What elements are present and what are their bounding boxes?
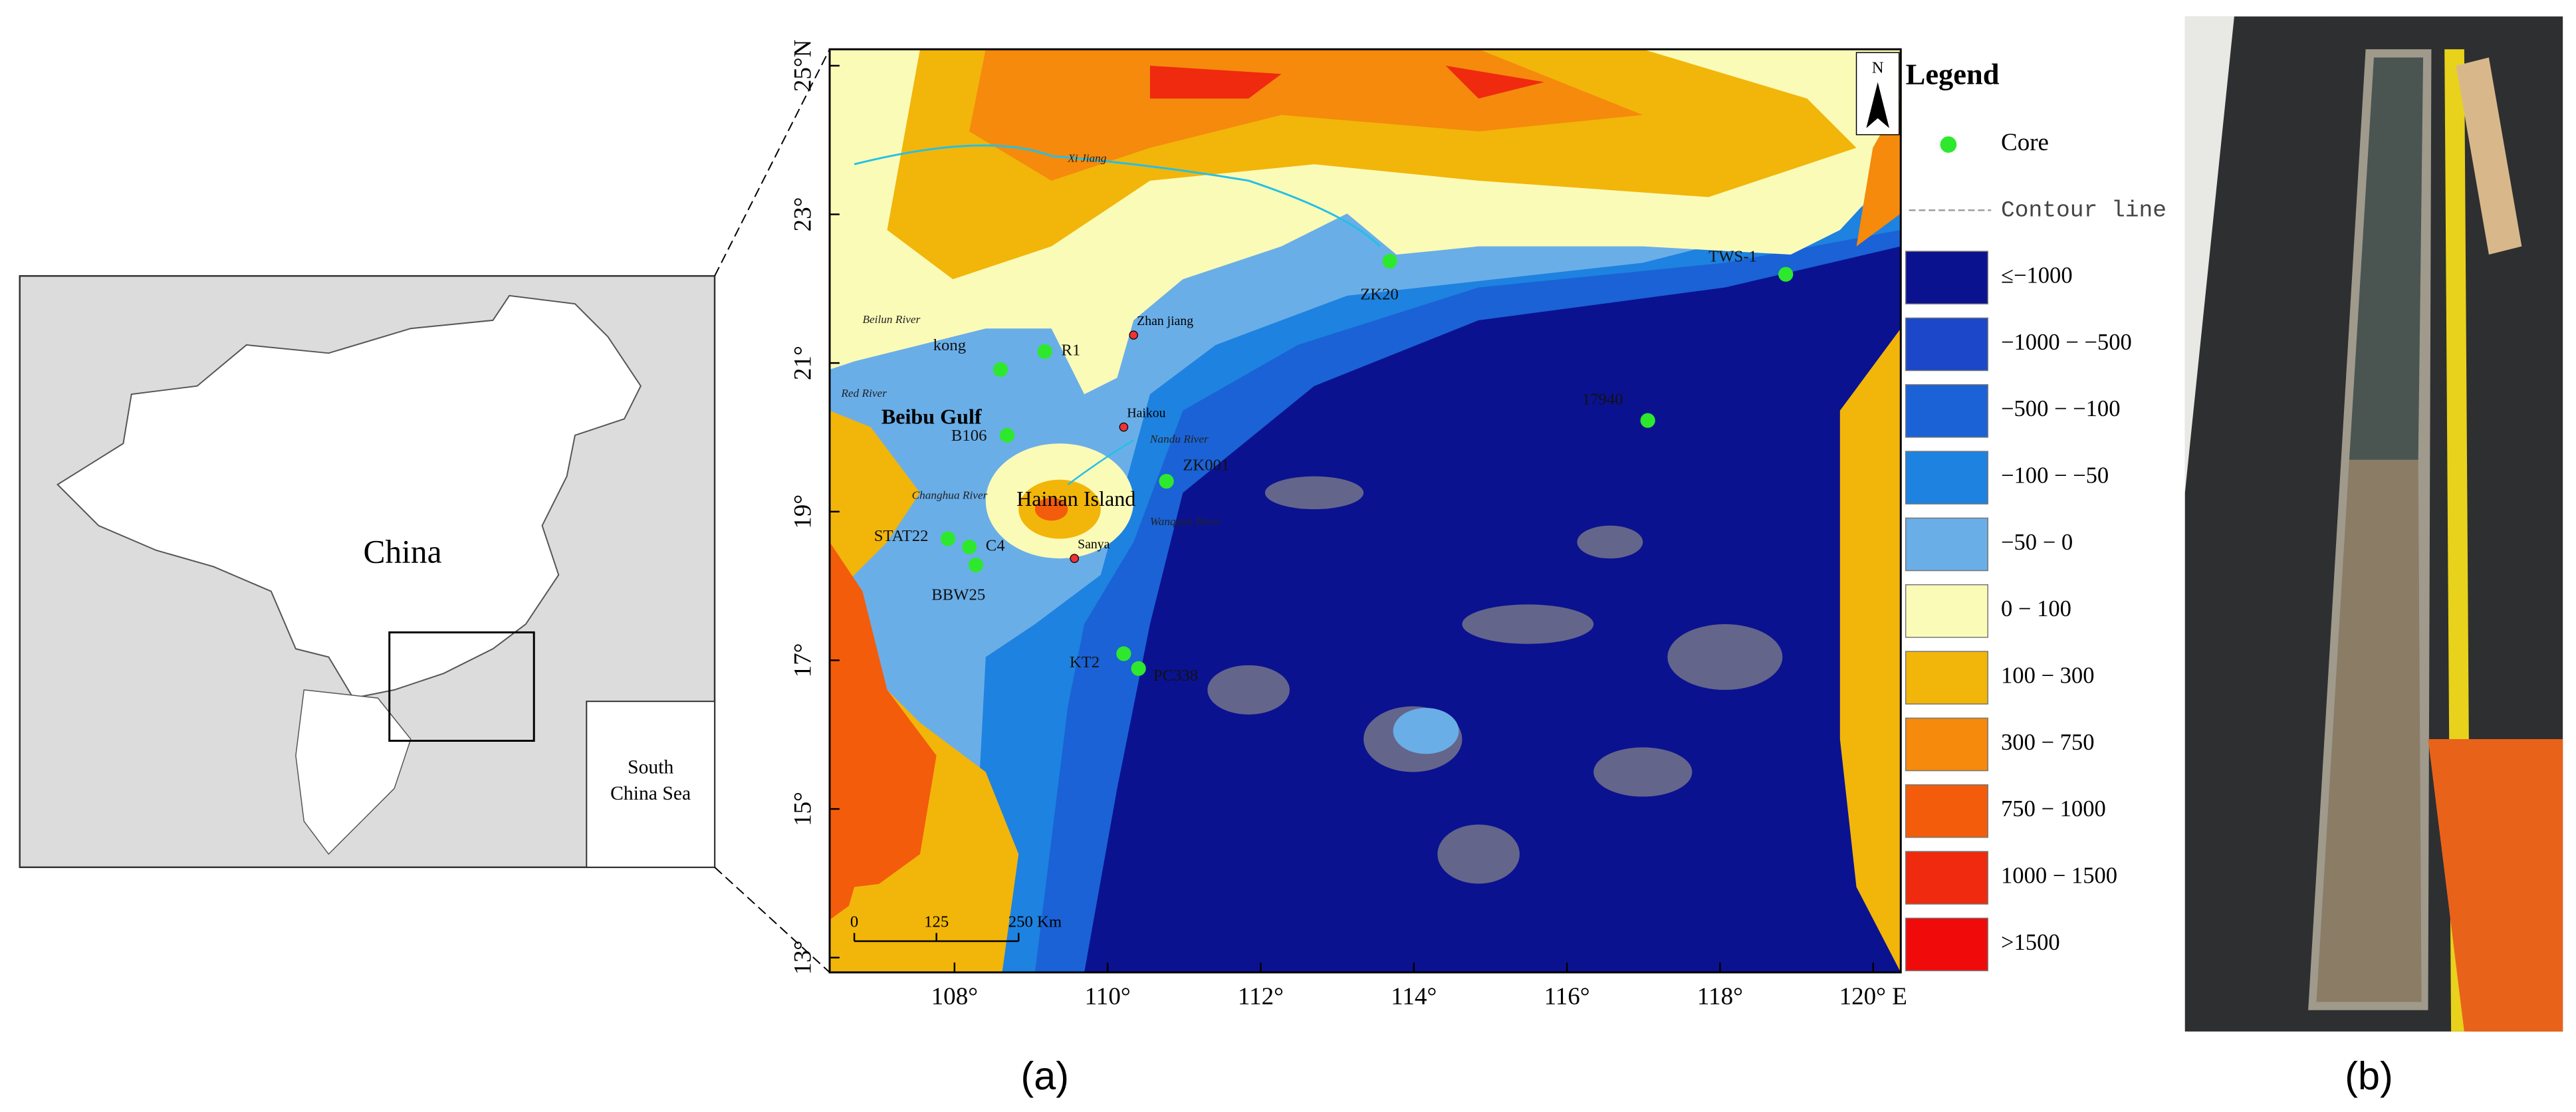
- legend: Legend Core Contour line ≤−1000 −1000 − −…: [1905, 57, 2166, 972]
- core-site: [1037, 344, 1052, 359]
- legend-swatch: [1905, 251, 1988, 304]
- legend-label: −1000 − −500: [2001, 330, 2132, 355]
- legend-swatch: [1905, 584, 1988, 638]
- core-label: R1: [1061, 342, 1080, 360]
- sea-label: South: [628, 756, 673, 778]
- panel-label: (a): [1021, 1054, 1069, 1098]
- scale-label: 0: [850, 913, 858, 931]
- legend-swatch: [1905, 917, 1988, 972]
- river-label: Wanquan River: [1150, 515, 1221, 528]
- legend-label: −50 − 0: [2001, 530, 2073, 555]
- river-label: Beilun River: [862, 313, 920, 326]
- river-label: Red River: [840, 387, 887, 399]
- city-label: Sanya: [1078, 537, 1110, 552]
- legend-label: 750 − 1000: [2001, 796, 2106, 822]
- legend-label: Contour line: [2001, 197, 2166, 223]
- place-label: Hainan Island: [1016, 487, 1135, 510]
- x-tick-label: 120° E: [1839, 983, 1907, 1010]
- legend-label: 100 − 300: [2001, 663, 2095, 689]
- core-site: [968, 557, 984, 573]
- legend-label: 1000 − 1500: [2001, 863, 2117, 889]
- core-site: [1640, 413, 1655, 428]
- legend-swatch: [1905, 784, 1988, 838]
- core-site: [993, 362, 1008, 378]
- x-tick-label: 112°: [1238, 983, 1284, 1010]
- country-label: China: [364, 534, 442, 570]
- core-site: [1382, 253, 1397, 269]
- legend-label: 300 − 750: [2001, 730, 2095, 755]
- legend-swatch: [1905, 517, 1988, 572]
- city-label: Haikou: [1127, 405, 1165, 420]
- river-label: Nandu River: [1149, 433, 1209, 445]
- core-site: [1131, 661, 1146, 676]
- core-label: ZK20: [1360, 285, 1399, 303]
- x-tick-label: 118°: [1697, 983, 1743, 1010]
- legend-swatch: [1905, 317, 1988, 372]
- legend-swatch: [1905, 651, 1988, 705]
- legend-label: >1500: [2001, 930, 2060, 955]
- legend-label: −100 − −50: [2001, 463, 2109, 489]
- legend-label: Core: [2001, 129, 2049, 156]
- core-site: [940, 531, 956, 546]
- scale-bar: 0 125 250 Km: [850, 913, 1062, 943]
- core-site: [1159, 473, 1174, 489]
- core-site: [961, 539, 977, 555]
- core-label: ZK001: [1183, 456, 1229, 474]
- sea-label: China Sea: [610, 783, 691, 804]
- y-tick-label: 13°: [789, 941, 816, 975]
- core-label: STAT22: [874, 527, 929, 545]
- y-tick-label: 25°N: [789, 40, 816, 92]
- core-label: C4: [986, 537, 1005, 555]
- legend-swatch: [1905, 717, 1988, 772]
- core-label: PC338: [1153, 667, 1198, 685]
- core-site: [1778, 267, 1794, 282]
- core-site: [999, 427, 1015, 443]
- scale-label: 125: [924, 913, 949, 931]
- core-label: B106: [951, 427, 987, 445]
- city-marker: [1119, 422, 1129, 432]
- y-tick-label: 15°: [789, 792, 816, 826]
- place-label: Beibu Gulf: [881, 405, 982, 429]
- legend-label: −500 − −100: [2001, 396, 2121, 421]
- legend-label: 0 − 100: [2001, 596, 2071, 621]
- legend-title: Legend: [1906, 57, 2000, 90]
- x-tick-label: 110°: [1085, 983, 1131, 1010]
- legend-swatch: [1905, 451, 1988, 504]
- river-label: Changhua River: [912, 489, 988, 501]
- y-tick-label: 17°: [789, 643, 816, 677]
- north-arrow: N: [1855, 52, 1900, 136]
- y-tick-label: 21°: [789, 346, 816, 380]
- core-label: kong: [933, 336, 966, 354]
- y-tick-label: 23°: [789, 197, 816, 232]
- core-label: 17940: [1582, 391, 1623, 409]
- city-marker: [1070, 554, 1080, 564]
- scale-label: 250 Km: [1008, 913, 1062, 931]
- bathymetry-map: [830, 49, 1901, 972]
- china-inset: China South China Sea: [19, 49, 830, 973]
- legend-label: ≤−1000: [2001, 263, 2073, 288]
- y-tick-label: 19°: [789, 495, 816, 529]
- panel-label: (b): [2345, 1054, 2393, 1098]
- legend-swatch: [1905, 851, 1988, 905]
- city-marker: [1129, 330, 1139, 340]
- river-label: Xi Jiang: [1067, 152, 1106, 165]
- core-label: TWS-1: [1708, 248, 1757, 266]
- city-label: Zhan jiang: [1137, 314, 1193, 328]
- x-tick-label: 116°: [1544, 983, 1590, 1010]
- core-site: [1116, 646, 1131, 661]
- north-label: N: [1872, 58, 1884, 76]
- core-label: BBW25: [931, 586, 985, 604]
- legend-swatch: [1905, 384, 1988, 438]
- core-label: KT2: [1070, 653, 1100, 671]
- core-photo: [2184, 16, 2563, 1032]
- x-tick-label: 114°: [1391, 983, 1437, 1010]
- x-tick-label: 108°: [931, 983, 978, 1010]
